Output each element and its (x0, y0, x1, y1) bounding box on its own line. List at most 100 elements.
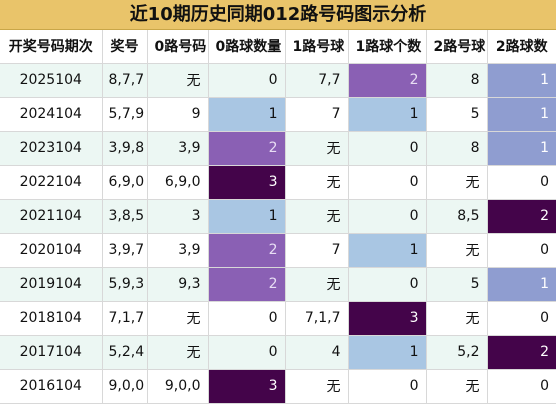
cell-route1-numbers: 无 (285, 369, 349, 404)
cell-route0-numbers: 无 (147, 335, 209, 370)
cell-period: 2023104 (0, 131, 103, 166)
cell-route0-count: 2 (208, 131, 286, 166)
cell-period: 2024104 (0, 97, 103, 132)
cell-route0-count: 1 (208, 199, 286, 234)
table-row: 2023104 3,9,8 3,9 2 无 0 8 1 (0, 131, 556, 166)
cell-route0-count: 1 (208, 97, 286, 132)
cell-route1-count: 1 (348, 97, 427, 132)
cell-award: 5,9,3 (102, 267, 148, 302)
cell-route1-count: 0 (348, 369, 427, 404)
cell-route1-count: 1 (348, 233, 427, 268)
cell-route1-count: 0 (348, 165, 427, 200)
cell-period: 2020104 (0, 233, 103, 268)
cell-period: 2021104 (0, 199, 103, 234)
table-row: 2016104 9,0,0 9,0,0 3 无 0 无 0 (0, 369, 556, 404)
cell-route2-numbers: 8,5 (426, 199, 488, 234)
cell-route1-numbers: 无 (285, 165, 349, 200)
header-route0-numbers: 0路号码 (147, 30, 209, 64)
cell-route0-numbers: 3,9 (147, 233, 209, 268)
cell-period: 2022104 (0, 165, 103, 200)
page-title: 近10期历史同期012路号码图示分析 (0, 0, 556, 30)
header-route1-count: 1路球个数 (348, 30, 427, 64)
cell-route2-numbers: 5 (426, 267, 488, 302)
cell-route2-count: 2 (487, 335, 556, 370)
cell-route2-numbers: 无 (426, 165, 488, 200)
cell-route0-numbers: 3 (147, 199, 209, 234)
cell-period: 2017104 (0, 335, 103, 370)
cell-route2-count: 0 (487, 301, 556, 336)
header-route2-numbers: 2路号球 (426, 30, 488, 64)
cell-award: 9,0,0 (102, 369, 148, 404)
cell-period: 2019104 (0, 267, 103, 302)
cell-route0-count: 2 (208, 233, 286, 268)
cell-award: 3,9,7 (102, 233, 148, 268)
cell-route0-count: 3 (208, 165, 286, 200)
cell-award: 3,9,8 (102, 131, 148, 166)
header-route1-numbers: 1路号球 (285, 30, 349, 64)
cell-route0-numbers: 无 (147, 301, 209, 336)
cell-award: 8,7,7 (102, 63, 148, 98)
cell-route2-numbers: 8 (426, 63, 488, 98)
cell-period: 2025104 (0, 63, 103, 98)
table-row: 2022104 6,9,0 6,9,0 3 无 0 无 0 (0, 165, 556, 200)
table-row: 2018104 7,1,7 无 0 7,1,7 3 无 0 (0, 301, 556, 336)
cell-route1-count: 0 (348, 199, 427, 234)
cell-route1-numbers: 4 (285, 335, 349, 370)
header-award: 奖号 (102, 30, 148, 64)
cell-award: 7,1,7 (102, 301, 148, 336)
cell-route0-count: 0 (208, 63, 286, 98)
cell-route2-numbers: 8 (426, 131, 488, 166)
cell-route1-numbers: 7 (285, 233, 349, 268)
header-route2-count: 2路球数 (487, 30, 556, 64)
cell-route2-numbers: 无 (426, 301, 488, 336)
cell-route2-numbers: 无 (426, 369, 488, 404)
cell-route2-count: 1 (487, 97, 556, 132)
table-row: 2025104 8,7,7 无 0 7,7 2 8 1 (0, 63, 556, 98)
cell-route0-count: 3 (208, 369, 286, 404)
cell-period: 2018104 (0, 301, 103, 336)
cell-route2-numbers: 无 (426, 233, 488, 268)
header-route0-count: 0路球数量 (208, 30, 286, 64)
cell-route1-count: 3 (348, 301, 427, 336)
cell-route1-numbers: 7,7 (285, 63, 349, 98)
cell-period: 2016104 (0, 369, 103, 404)
table-row: 2021104 3,8,5 3 1 无 0 8,5 2 (0, 199, 556, 234)
header-period: 开奖号码期次 (0, 30, 103, 64)
table-row: 2020104 3,9,7 3,9 2 7 1 无 0 (0, 233, 556, 268)
cell-route0-numbers: 无 (147, 63, 209, 98)
cell-route0-count: 2 (208, 267, 286, 302)
analysis-table: 开奖号码期次 奖号 0路号码 0路球数量 1路号球 1路球个数 2路号球 2路球… (0, 30, 556, 404)
cell-route2-count: 2 (487, 199, 556, 234)
table-row: 2019104 5,9,3 9,3 2 无 0 5 1 (0, 267, 556, 302)
cell-route1-count: 0 (348, 131, 427, 166)
cell-route1-numbers: 无 (285, 267, 349, 302)
cell-route2-count: 0 (487, 165, 556, 200)
cell-award: 3,8,5 (102, 199, 148, 234)
table-row: 2024104 5,7,9 9 1 7 1 5 1 (0, 97, 556, 132)
cell-route1-numbers: 7,1,7 (285, 301, 349, 336)
cell-route2-count: 0 (487, 369, 556, 404)
cell-route0-count: 0 (208, 335, 286, 370)
cell-award: 5,7,9 (102, 97, 148, 132)
cell-route2-count: 0 (487, 233, 556, 268)
cell-route0-count: 0 (208, 301, 286, 336)
cell-award: 6,9,0 (102, 165, 148, 200)
cell-route2-count: 1 (487, 63, 556, 98)
cell-route1-count: 1 (348, 335, 427, 370)
cell-route1-numbers: 无 (285, 199, 349, 234)
cell-route1-numbers: 无 (285, 131, 349, 166)
cell-route0-numbers: 9 (147, 97, 209, 132)
cell-route1-count: 2 (348, 63, 427, 98)
cell-route0-numbers: 3,9 (147, 131, 209, 166)
header-row: 开奖号码期次 奖号 0路号码 0路球数量 1路号球 1路球个数 2路号球 2路球… (0, 30, 556, 64)
cell-route0-numbers: 6,9,0 (147, 165, 209, 200)
cell-route2-numbers: 5 (426, 97, 488, 132)
cell-route0-numbers: 9,0,0 (147, 369, 209, 404)
cell-route0-numbers: 9,3 (147, 267, 209, 302)
cell-route1-count: 0 (348, 267, 427, 302)
cell-route2-numbers: 5,2 (426, 335, 488, 370)
cell-route2-count: 1 (487, 267, 556, 302)
cell-award: 5,2,4 (102, 335, 148, 370)
table-row: 2017104 5,2,4 无 0 4 1 5,2 2 (0, 335, 556, 370)
cell-route2-count: 1 (487, 131, 556, 166)
